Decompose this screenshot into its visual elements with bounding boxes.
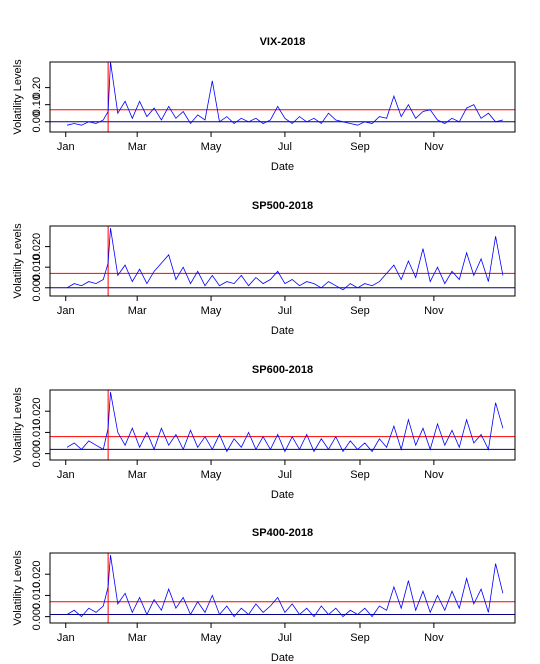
chart-title: SP400-2018	[252, 527, 313, 539]
x-tick-label: May	[201, 305, 222, 317]
x-tick-label: Mar	[128, 305, 147, 317]
chart-title: SP500-2018	[252, 200, 313, 212]
x-tick-label: Jan	[57, 632, 75, 644]
y-tick-label: 0.20	[31, 77, 43, 98]
x-axis-label: Date	[271, 652, 294, 664]
data-line	[66, 62, 503, 126]
y-axis-label: Volatility Levels	[12, 387, 24, 463]
x-tick-label: Nov	[424, 141, 444, 153]
x-tick-label: Jul	[278, 305, 292, 317]
x-tick-label: Nov	[424, 632, 444, 644]
x-tick-label: Sep	[350, 469, 370, 481]
y-tick-label: 0.020	[31, 233, 43, 261]
x-axis-label: Date	[271, 489, 294, 501]
x-axis-label: Date	[271, 161, 294, 173]
x-tick-label: May	[201, 141, 222, 153]
data-line	[66, 555, 504, 618]
x-tick-label: Nov	[424, 469, 444, 481]
x-tick-label: Mar	[128, 632, 147, 644]
chart-title: SP600-2018	[252, 364, 313, 376]
y-tick-label: 0.020	[31, 560, 43, 588]
x-tick-label: Sep	[350, 141, 370, 153]
y-tick-label: 0.000	[31, 603, 43, 631]
x-tick-label: Jul	[278, 141, 292, 153]
y-axis-label: Volatility Levels	[12, 550, 24, 626]
y-tick-label: 0.00	[31, 111, 43, 132]
y-axis-label: Volatility Levels	[12, 223, 24, 299]
plot-frame	[49, 225, 516, 297]
y-tick-label: 0.020	[31, 397, 43, 425]
y-tick-label: 0.000	[31, 440, 43, 468]
y-tick-label: 0.10	[31, 94, 43, 115]
y-axis-label: Volatility Levels	[12, 59, 24, 135]
y-tick-label: 0.010	[31, 419, 43, 447]
x-tick-label: Jul	[278, 632, 292, 644]
y-tick-label: 0.000	[31, 274, 43, 302]
plot-frame	[49, 61, 516, 133]
y-tick-label: 0.010	[31, 253, 43, 281]
data-line	[66, 392, 504, 453]
x-tick-label: Sep	[350, 632, 370, 644]
x-tick-label: Mar	[128, 469, 147, 481]
x-tick-label: Jul	[278, 469, 292, 481]
x-tick-label: Jan	[57, 469, 75, 481]
plot-frame	[49, 552, 516, 624]
plot-frame	[49, 389, 516, 461]
x-tick-label: Nov	[424, 305, 444, 317]
x-tick-label: Mar	[128, 141, 147, 153]
x-tick-label: Sep	[350, 305, 370, 317]
x-tick-label: Jan	[57, 305, 75, 317]
chart-title: VIX-2018	[260, 36, 306, 48]
x-tick-label: May	[201, 632, 222, 644]
data-line	[66, 228, 504, 291]
y-tick-label: 0.010	[31, 582, 43, 610]
x-tick-label: May	[201, 469, 222, 481]
x-tick-label: Jan	[57, 141, 75, 153]
x-axis-label: Date	[271, 325, 294, 337]
